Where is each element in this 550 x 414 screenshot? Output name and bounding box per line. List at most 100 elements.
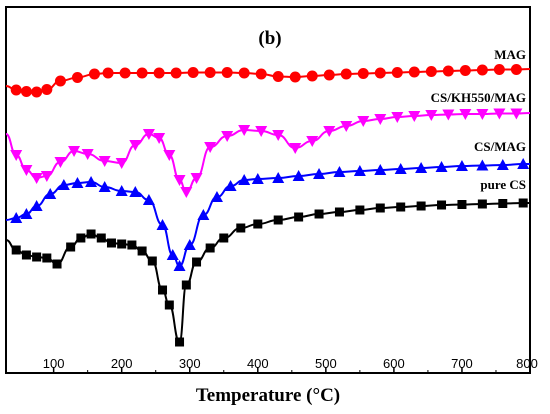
data-point-mag (31, 86, 43, 98)
data-point-pure-cs (273, 215, 283, 225)
data-point-cs-kh550-mag (357, 116, 370, 127)
data-point-cs-kh550-mag (476, 109, 489, 120)
x-axis-title: Temperature (°C) (196, 385, 340, 406)
data-point-mag (119, 67, 131, 79)
data-point-cs-kh550-mag (30, 173, 43, 184)
data-point-cs-kh550-mag (129, 140, 142, 151)
data-point-cs-kh550-mag (190, 173, 203, 184)
data-point-cs-mag (251, 173, 264, 184)
data-point-mag (323, 69, 335, 81)
data-point-pure-cs (164, 300, 174, 310)
data-point-cs-kh550-mag (68, 146, 81, 157)
data-point-pure-cs (498, 199, 508, 208)
data-point-cs-mag (30, 200, 43, 211)
x-tick-label: 700 (451, 356, 473, 371)
data-point-pure-cs (11, 245, 21, 255)
data-point-mag (221, 67, 233, 78)
x-tick-label: 200 (111, 356, 133, 371)
data-point-cs-kh550-mag (459, 109, 472, 120)
data-point-cs-kh550-mag (289, 143, 302, 154)
data-point-cs-mag (313, 168, 326, 179)
data-point-pure-cs (117, 239, 127, 249)
data-point-mag (204, 67, 216, 78)
data-point-cs-kh550-mag (374, 114, 387, 125)
data-point-pure-cs (66, 242, 76, 252)
data-point-pure-cs (175, 337, 185, 347)
series-label-cs-kh550-mag: CS/KH550/MAG (431, 90, 526, 105)
data-point-cs-mag (197, 209, 210, 220)
data-point-pure-cs (236, 223, 246, 233)
x-tick-label: 500 (315, 356, 337, 371)
series-label-mag: MAG (494, 47, 526, 62)
data-point-cs-kh550-mag (238, 125, 251, 136)
data-point-mag (374, 67, 386, 79)
data-point-cs-mag (496, 159, 509, 170)
data-point-pure-cs (253, 219, 263, 229)
data-point-cs-mag (272, 172, 285, 183)
data-point-cs-kh550-mag (115, 158, 128, 169)
plot-frame (5, 6, 531, 374)
data-point-cs-mag (517, 158, 530, 169)
panel-label: (b) (258, 28, 281, 49)
data-point-cs-mag (183, 239, 196, 250)
data-point-cs-kh550-mag (98, 156, 111, 167)
data-point-mag (88, 68, 100, 80)
x-tick-label: 100 (43, 356, 65, 371)
x-axis-ticks: 100 200 300 400 500 600 700 800 (43, 356, 538, 373)
data-point-cs-mag (476, 159, 489, 171)
x-tick-label: 300 (179, 356, 201, 371)
data-point-cs-kh550-mag (204, 142, 217, 153)
data-point-cs-kh550-mag (173, 175, 186, 186)
data-point-pure-cs (32, 252, 42, 262)
series-line-pure-cs (5, 202, 530, 344)
data-point-mag (20, 86, 32, 97)
data-point-pure-cs (314, 209, 324, 219)
x-tick-label: 800 (516, 356, 538, 371)
data-point-pure-cs (96, 233, 106, 243)
data-point-mag (340, 68, 352, 80)
data-point-pure-cs (518, 198, 528, 208)
data-point-cs-kh550-mag (391, 112, 404, 123)
data-point-cs-kh550-mag (306, 136, 319, 147)
data-point-cs-kh550-mag (142, 129, 155, 140)
data-point-cs-mag (129, 186, 142, 197)
data-point-mag (289, 71, 301, 83)
series-label-cs-mag: CS/MAG (474, 139, 526, 154)
data-point-pure-cs (76, 233, 86, 243)
data-point-cs-mag (224, 180, 237, 191)
data-point-mag (391, 67, 403, 78)
data-point-cs-mag (374, 164, 387, 175)
data-point-cs-mag (238, 174, 251, 185)
data-point-cs-kh550-mag (442, 109, 455, 121)
x-tick-label: 400 (247, 356, 269, 371)
data-point-cs-kh550-mag (510, 108, 523, 120)
data-point-cs-kh550-mag (323, 126, 336, 137)
data-point-mag (238, 67, 250, 79)
data-point-cs-mag (210, 191, 223, 202)
data-point-mag (136, 67, 148, 79)
data-point-mag (272, 71, 284, 82)
data-point-pure-cs (375, 203, 385, 213)
data-point-cs-mag (415, 162, 428, 173)
data-point-pure-cs (437, 200, 447, 210)
data-point-cs-mag (10, 212, 23, 223)
data-point-cs-mag (57, 179, 70, 190)
data-point-mag (408, 66, 420, 78)
data-point-mag (493, 64, 505, 75)
data-point-cs-kh550-mag (10, 150, 23, 161)
data-point-cs-kh550-mag (340, 121, 353, 132)
data-point-cs-mag (173, 260, 186, 271)
data-point-cs-mag (98, 181, 111, 192)
data-point-cs-mag (85, 176, 98, 187)
data-point-mag (187, 67, 199, 78)
series-layer (5, 64, 531, 347)
data-point-cs-kh550-mag (408, 111, 421, 122)
data-point-cs-kh550-mag (40, 171, 53, 182)
data-point-pure-cs (477, 199, 487, 209)
data-point-pure-cs (137, 246, 147, 256)
series-line-mag (5, 68, 531, 94)
data-point-cs-mag (115, 185, 128, 196)
data-point-mag (54, 75, 66, 87)
data-point-mag (357, 68, 369, 79)
data-point-mag (10, 84, 22, 96)
